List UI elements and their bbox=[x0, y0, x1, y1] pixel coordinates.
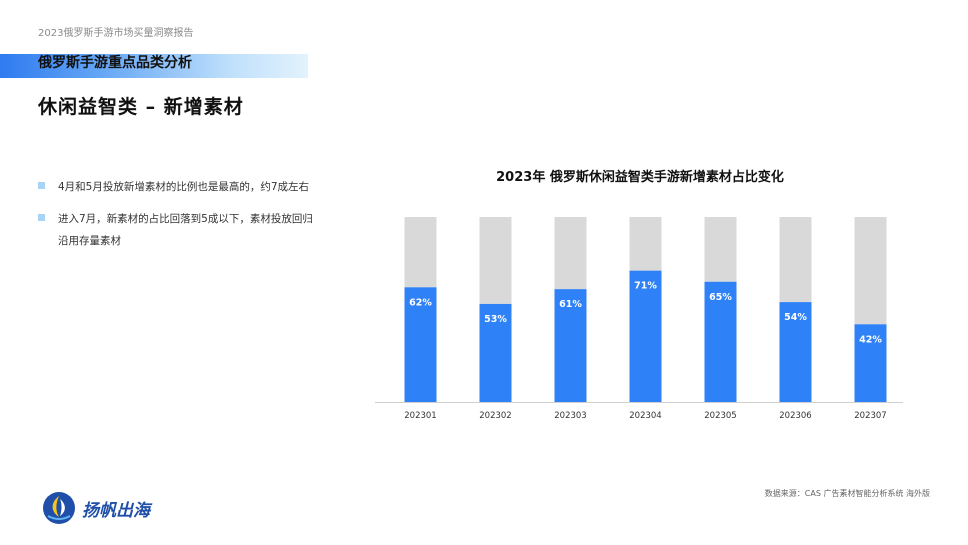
bar-remainder bbox=[479, 217, 512, 304]
bullet-text: 进入7月，新素材的占比回落到5成以下，素材投放回归沿用存量素材 bbox=[58, 213, 313, 247]
report-title: 2023俄罗斯手游市场买量洞察报告 bbox=[38, 28, 194, 39]
chart-title: 2023年 俄罗斯休闲益智类手游新增素材占比变化 bbox=[496, 170, 784, 185]
bullet-text: 4月和5月投放新增素材的比例也是最高的，约7成左右 bbox=[58, 181, 310, 193]
data-label: 71% bbox=[634, 281, 657, 292]
data-label: 62% bbox=[409, 297, 432, 308]
bullet-item: 4月和5月投放新增素材的比例也是最高的，约7成左右 bbox=[38, 176, 313, 198]
bar-value bbox=[629, 270, 662, 402]
bullet-item: 进入7月，新素材的占比回落到5成以下，素材投放回归沿用存量素材 bbox=[38, 208, 313, 252]
bar-value bbox=[779, 302, 812, 402]
bar-remainder bbox=[404, 217, 437, 288]
bar-value bbox=[854, 324, 887, 402]
bullet-marker-icon bbox=[38, 214, 45, 221]
data-source-note: 数据来源：CAS 广告素材智能分析系统 海外版 bbox=[764, 489, 930, 498]
x-tick-label: 202301 bbox=[404, 411, 436, 421]
x-tick-label: 202302 bbox=[479, 411, 511, 421]
section-title: 俄罗斯手游重点品类分析 bbox=[38, 55, 192, 71]
bar-value bbox=[704, 281, 737, 402]
x-tick-label: 202304 bbox=[629, 411, 661, 421]
bar-remainder bbox=[704, 217, 737, 282]
bar-value bbox=[479, 303, 512, 402]
bar-remainder bbox=[779, 217, 812, 303]
data-label: 53% bbox=[484, 314, 507, 325]
sail-logo-icon bbox=[43, 492, 75, 524]
bar-chart: 62% 202301 53% 202302 61% 202303 71% 202304 65% 2… bbox=[375, 217, 903, 421]
data-label: 61% bbox=[559, 299, 582, 310]
x-tick-label: 202305 bbox=[704, 411, 736, 421]
x-tick-label: 202306 bbox=[779, 411, 811, 421]
bar-remainder bbox=[854, 217, 887, 325]
x-tick-label: 202307 bbox=[854, 411, 886, 421]
bar-value bbox=[554, 289, 587, 402]
brand-logo: 扬帆出海 bbox=[42, 491, 150, 525]
bar-remainder bbox=[554, 217, 587, 290]
page-title: 休闲益智类 – 新增素材 bbox=[38, 96, 244, 118]
bullet-marker-icon bbox=[38, 182, 45, 189]
bar-value bbox=[404, 287, 437, 402]
data-label: 42% bbox=[859, 334, 882, 345]
data-label: 54% bbox=[784, 312, 807, 323]
logo-text: 扬帆出海 bbox=[82, 500, 150, 521]
data-label: 65% bbox=[709, 292, 732, 303]
x-tick-label: 202303 bbox=[554, 411, 586, 421]
bar-remainder bbox=[629, 217, 662, 271]
section-banner bbox=[0, 54, 308, 78]
bullet-list: 4月和5月投放新增素材的比例也是最高的，约7成左右 进入7月，新素材的占比回落到… bbox=[38, 176, 313, 262]
